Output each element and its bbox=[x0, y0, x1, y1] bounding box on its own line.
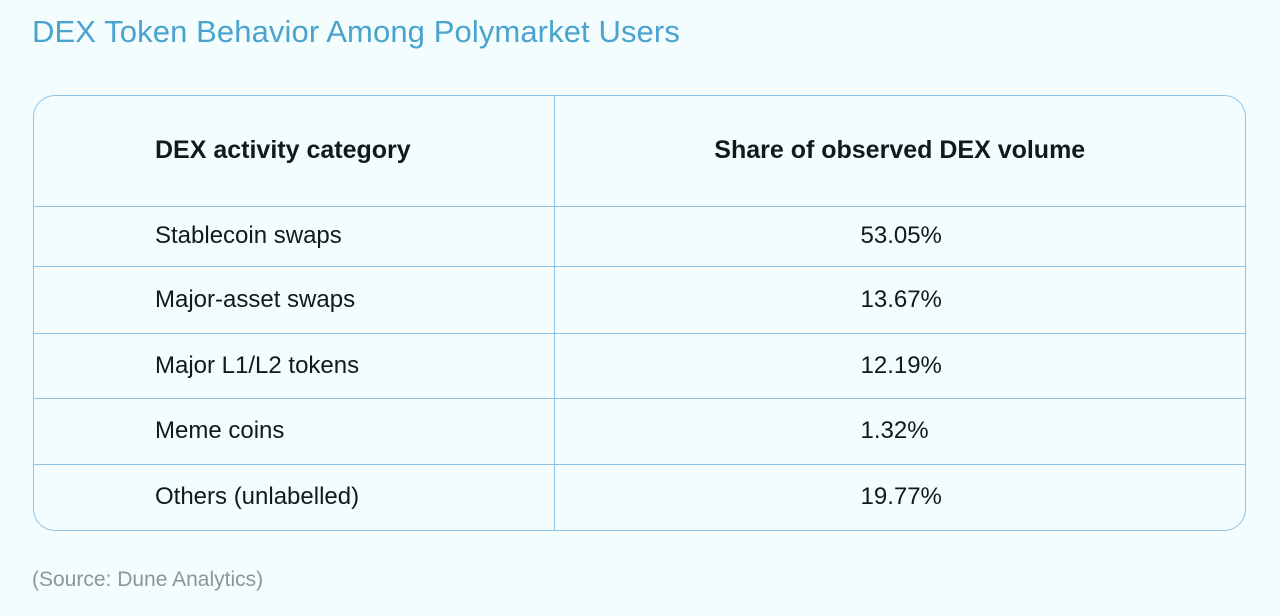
column-header-category: DEX activity category bbox=[34, 96, 555, 207]
page-title: DEX Token Behavior Among Polymarket User… bbox=[32, 14, 680, 49]
row-category: Major L1/L2 tokens bbox=[34, 333, 555, 399]
row-share: 12.19% bbox=[554, 333, 1245, 399]
source-note: (Source: Dune Analytics) bbox=[32, 568, 264, 591]
row-share: 1.32% bbox=[554, 398, 1245, 465]
table-row: Stablecoin swaps 53.05% bbox=[34, 206, 1245, 267]
row-category: Stablecoin swaps bbox=[34, 206, 555, 267]
table-row: Major-asset swaps 13.67% bbox=[34, 266, 1245, 334]
row-share: 19.77% bbox=[860, 483, 942, 511]
table-row: Others (unlabelled) 19.77% bbox=[34, 464, 1245, 530]
column-header-share: Share of observed DEX volume bbox=[554, 96, 1245, 207]
row-share: 53.05% bbox=[554, 206, 1245, 267]
table-row: Meme coins 1.32% bbox=[34, 398, 1245, 465]
table-header-row: DEX activity category Share of observed … bbox=[34, 96, 1245, 207]
data-table: DEX activity category Share of observed … bbox=[33, 95, 1246, 531]
table-row: Major L1/L2 tokens 12.19% bbox=[34, 333, 1245, 399]
row-category: Major-asset swaps bbox=[34, 266, 555, 334]
row-share: 13.67% bbox=[554, 266, 1245, 334]
row-category: Others (unlabelled) bbox=[34, 464, 555, 530]
row-category: Meme coins bbox=[34, 398, 555, 465]
